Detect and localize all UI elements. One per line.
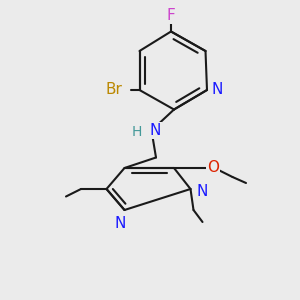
Text: H: H — [132, 125, 142, 139]
Text: Br: Br — [106, 82, 122, 98]
Text: N: N — [212, 82, 223, 98]
Text: N: N — [149, 123, 161, 138]
Text: N: N — [114, 216, 126, 231]
Text: F: F — [167, 8, 176, 22]
Text: N: N — [197, 184, 208, 200]
Text: O: O — [207, 160, 219, 175]
